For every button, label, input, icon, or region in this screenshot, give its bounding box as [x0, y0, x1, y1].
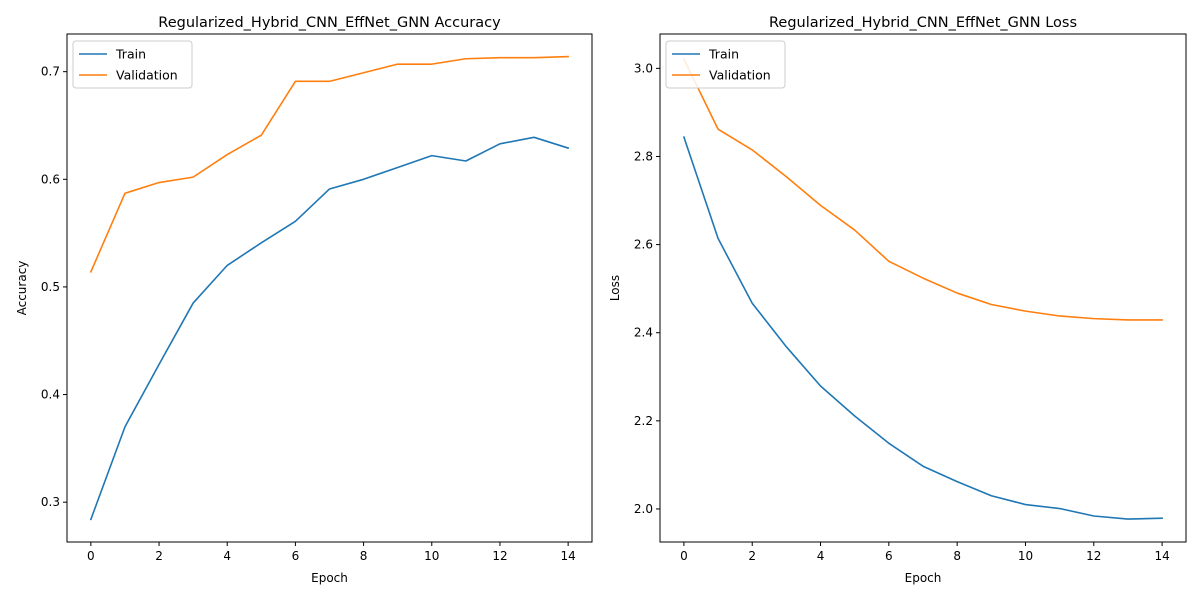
accuracy-y-tick-label: 0.5 — [41, 280, 60, 294]
loss-series-train-line — [682, 136, 1163, 520]
accuracy-x-tick-label: 8 — [360, 549, 368, 563]
accuracy-legend: Train Validation — [72, 40, 193, 89]
accuracy-x-tick-label: 2 — [155, 549, 163, 563]
accuracy-x-tick-label: 0 — [87, 549, 95, 563]
accuracy-chart-title: Regularized_Hybrid_CNN_EffNet_GNN Accura… — [158, 15, 501, 31]
loss-axes-frame — [659, 33, 1187, 543]
loss-y-tick-label: 2.8 — [634, 149, 653, 163]
loss-x-tick-label: 2 — [748, 549, 756, 563]
loss-legend-label-train: Train — [708, 47, 739, 62]
loss-x-tick-label: 8 — [953, 549, 961, 563]
loss-y-axis-label: Loss — [608, 275, 622, 301]
loss-y-tick-label: 2.2 — [634, 414, 653, 428]
loss-x-tick-label: 14 — [1154, 549, 1169, 563]
loss-x-tick-label: 0 — [680, 549, 688, 563]
loss-legend-label-validation: Validation — [709, 68, 771, 83]
accuracy-chart: 0 2 4 6 8 10 12 14 0.3 0.4 0.5 0.6 0.7 Regularized_Hy… — [15, 15, 593, 585]
accuracy-y-tick-label: 0.6 — [41, 172, 60, 186]
accuracy-series-train-line — [89, 136, 570, 521]
accuracy-x-tick-label: 6 — [292, 549, 300, 563]
accuracy-y-axis-label: Accuracy — [15, 261, 29, 316]
accuracy-x-tick-label: 12 — [492, 549, 507, 563]
loss-x-tick-label: 12 — [1086, 549, 1101, 563]
accuracy-axes-frame — [66, 33, 593, 543]
loss-y-tick-label: 2.4 — [634, 326, 653, 340]
accuracy-y-tick-label: 0.4 — [41, 388, 60, 402]
accuracy-y-tick-label: 0.3 — [41, 495, 60, 509]
accuracy-series-validation-line — [89, 55, 569, 273]
accuracy-legend-label-validation: Validation — [116, 68, 178, 83]
loss-x-tick-label: 10 — [1018, 549, 1033, 563]
loss-chart: 0 2 4 6 8 10 12 14 2.0 2.2 2.4 2.6 2.8 3.0 Regularized… — [608, 15, 1187, 585]
loss-y-tick-label: 3.0 — [634, 61, 653, 75]
loss-x-tick-label: 6 — [885, 549, 893, 563]
accuracy-x-tick-label: 10 — [424, 549, 439, 563]
accuracy-x-axis-label: Epoch — [311, 571, 348, 585]
accuracy-y-tick-label: 0.7 — [41, 65, 60, 79]
loss-series-validation-line — [682, 58, 1163, 321]
accuracy-legend-label-train: Train — [115, 47, 146, 62]
accuracy-x-tick-label: 14 — [560, 549, 575, 563]
loss-chart-title: Regularized_Hybrid_CNN_EffNet_GNN Loss — [769, 15, 1077, 31]
loss-x-axis-label: Epoch — [905, 571, 942, 585]
accuracy-x-tick-label: 4 — [223, 549, 231, 563]
loss-y-tick-label: 2.0 — [634, 502, 653, 516]
loss-x-tick-label: 4 — [817, 549, 825, 563]
accuracy-legend-box — [72, 40, 193, 89]
loss-legend-box — [665, 40, 786, 89]
loss-y-tick-label: 2.6 — [634, 238, 653, 252]
loss-legend: Train Validation — [665, 40, 786, 89]
